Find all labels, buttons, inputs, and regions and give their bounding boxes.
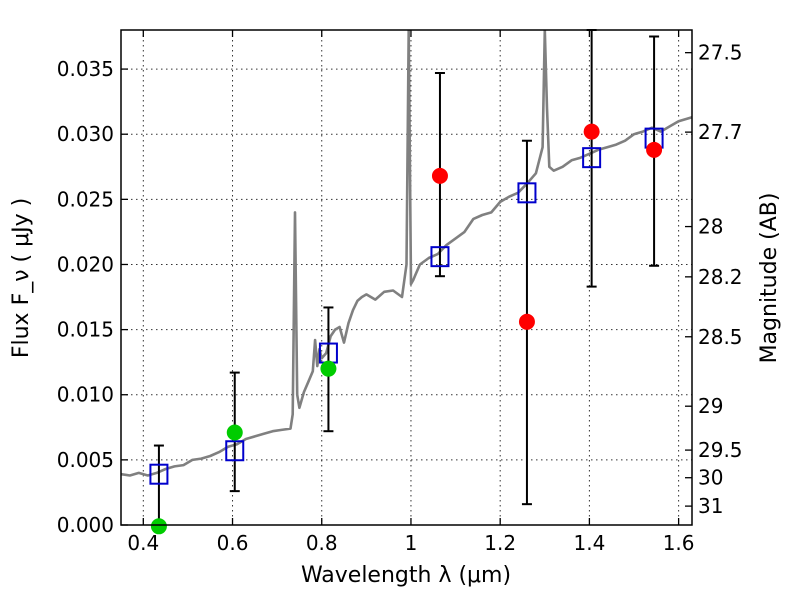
right-tick-label: 27.7 bbox=[698, 120, 743, 144]
x-tick-label: 1.4 bbox=[573, 531, 605, 555]
right-tick-label: 29.5 bbox=[698, 438, 743, 462]
y-axis-label: Flux F_ν ( μJy ) bbox=[9, 198, 34, 358]
right-tick-label: 28.5 bbox=[698, 325, 743, 349]
y-tick-label: 0.020 bbox=[57, 252, 114, 276]
plot-frame bbox=[120, 29, 693, 526]
model-flux-square bbox=[517, 182, 537, 204]
right-tick-label: 31 bbox=[698, 494, 723, 518]
x-axis-label: Wavelength λ (μm) bbox=[301, 563, 511, 588]
y-tick-label: 0.015 bbox=[57, 318, 114, 342]
observed-flux-point bbox=[226, 424, 243, 441]
right-axis-label: Magnitude (AB) bbox=[757, 193, 782, 364]
y-tick-label: 0.010 bbox=[57, 383, 114, 407]
y-tick-label: 0.005 bbox=[57, 448, 114, 472]
model-flux-square bbox=[430, 246, 450, 268]
model-flux-square bbox=[582, 147, 602, 169]
observed-flux-point bbox=[431, 167, 448, 184]
marker-layer bbox=[149, 123, 664, 535]
error-bar-layer bbox=[153, 29, 660, 526]
observed-flux-point bbox=[646, 141, 663, 158]
tick-layer: 0.4 0.6 0.8 1 1.2 1.4 1.6 0.000 0.005 0.010 0.015 0… bbox=[57, 30, 743, 555]
spectrum-line bbox=[121, 30, 692, 477]
x-tick-label: 0.8 bbox=[306, 531, 338, 555]
right-tick-label: 29 bbox=[698, 394, 723, 418]
grid-lines bbox=[121, 30, 692, 526]
model-flux-square bbox=[225, 440, 245, 462]
y-tick-label: 0.000 bbox=[57, 513, 114, 537]
x-tick-label: 0.6 bbox=[217, 531, 249, 555]
x-tick-label: 1.6 bbox=[663, 531, 695, 555]
right-tick-label: 30 bbox=[698, 466, 723, 490]
y-tick-label: 0.025 bbox=[57, 187, 114, 211]
spectrum-layer bbox=[121, 30, 692, 477]
right-tick-label: 27.5 bbox=[698, 41, 743, 65]
x-tick-label: 1 bbox=[405, 531, 418, 555]
right-tick-label: 28.2 bbox=[698, 265, 743, 289]
x-tick-label: 0.4 bbox=[127, 531, 159, 555]
y-tick-label: 0.035 bbox=[57, 57, 114, 81]
observed-flux-point bbox=[583, 123, 600, 140]
right-tick-label: 28 bbox=[698, 215, 723, 239]
observed-flux-point bbox=[150, 518, 167, 535]
x-tick-label: 1.2 bbox=[484, 531, 516, 555]
observed-flux-point bbox=[320, 360, 337, 377]
observed-flux-point bbox=[518, 313, 535, 330]
model-flux-square bbox=[149, 463, 169, 485]
y-tick-label: 0.030 bbox=[57, 122, 114, 146]
